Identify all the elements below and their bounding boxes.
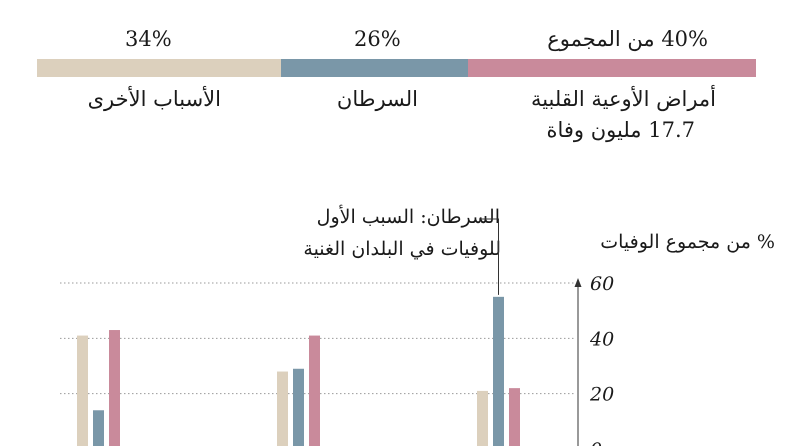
cardio-share-segment [468,59,756,77]
y-tick-label: 0 [590,439,602,446]
annotation-leader-line [479,218,499,295]
cardio-share-percent: 40% من المجموع [547,27,708,51]
y-tick-label: 40 [589,328,614,350]
annotation-line-1: السرطان: السبب الأول [316,206,500,228]
y-tick-label: 20 [589,384,614,406]
bar-other-group-1 [77,335,88,446]
cardio-deaths-count: 17.7 مليون وفاة [546,118,695,142]
annotation-line-2: للوفيات في البلدان الغنية [303,238,501,260]
bar-cancer-group-2 [293,368,304,446]
other-share-name: الأسباب الأخرى [87,87,221,111]
y-axis-arrow [574,278,582,287]
other-share-segment [37,59,281,77]
bar-other-group-3 [477,390,488,446]
cancer-share-segment [281,59,468,77]
cancer-share-name: السرطان [336,87,418,111]
bar-cancer-group-1 [93,410,104,446]
bar-other-group-2 [277,371,288,446]
bar-cardio-group-3 [509,388,520,446]
y-axis-label: % من مجموع الوفيات [600,231,775,253]
bar-cancer-group-3 [493,296,504,446]
bar-cardio-group-2 [309,335,320,446]
other-share-percent: 34% [125,27,172,51]
cardio-share-name: أمراض الأوعية القلبية [530,87,716,111]
y-tick-label: 60 [590,273,614,295]
cancer-share-percent: 26% [354,27,401,51]
bar-cardio-group-1 [109,330,120,446]
